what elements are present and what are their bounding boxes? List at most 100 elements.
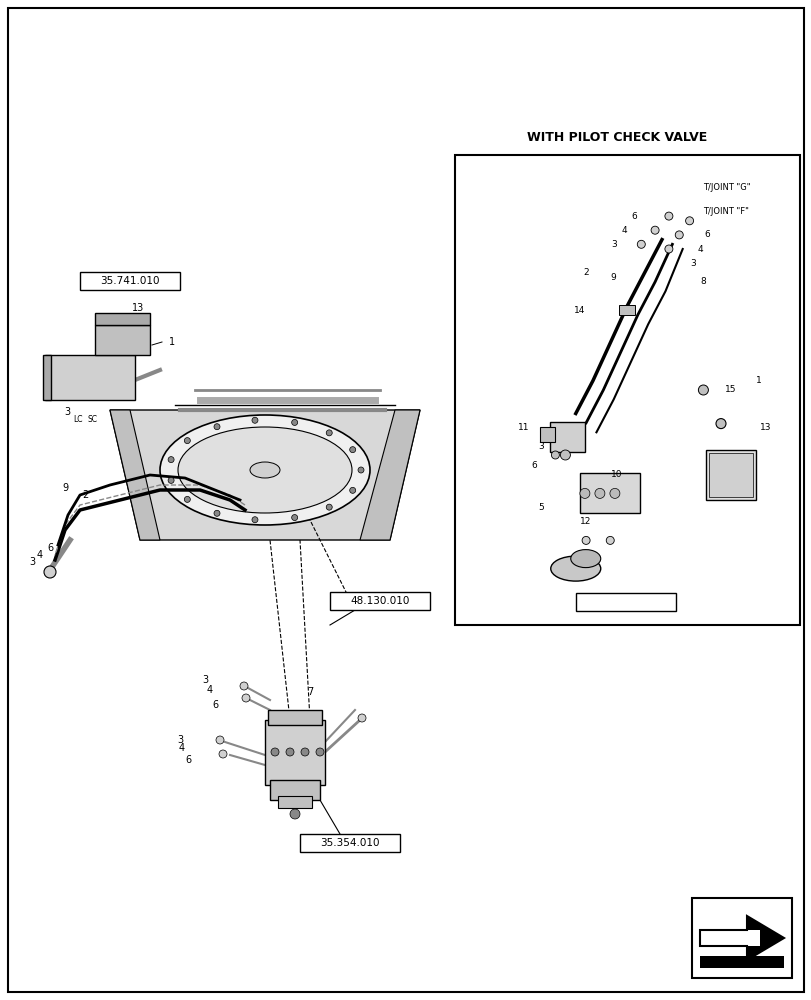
Text: 4: 4 (178, 743, 185, 753)
Bar (80, 272, 180, 290)
Circle shape (214, 424, 220, 430)
Text: 14: 14 (573, 306, 584, 315)
Text: 8: 8 (700, 277, 706, 286)
Text: 15: 15 (724, 385, 736, 394)
Circle shape (350, 487, 355, 493)
Text: T/JOINT "G": T/JOINT "G" (702, 183, 750, 192)
Circle shape (251, 417, 258, 423)
Text: 35.354.010: 35.354.010 (320, 838, 380, 848)
Circle shape (697, 385, 707, 395)
Polygon shape (699, 916, 783, 960)
Polygon shape (109, 410, 419, 540)
Bar (264, 720, 324, 785)
Bar (277, 796, 311, 808)
Bar (270, 780, 320, 800)
Text: 2: 2 (82, 490, 88, 500)
Polygon shape (746, 916, 783, 960)
Circle shape (291, 419, 298, 425)
Bar (691, 898, 791, 978)
Text: 1: 1 (169, 337, 175, 347)
Text: 5: 5 (538, 503, 543, 512)
Circle shape (242, 694, 250, 702)
Text: 12: 12 (580, 517, 591, 526)
Ellipse shape (178, 427, 351, 513)
Text: 4: 4 (620, 226, 626, 235)
Circle shape (219, 750, 227, 758)
Polygon shape (359, 410, 419, 540)
Circle shape (650, 226, 659, 234)
Circle shape (358, 467, 363, 473)
Bar (43, 355, 51, 400)
Text: 4: 4 (697, 244, 702, 253)
Circle shape (271, 748, 279, 756)
Ellipse shape (570, 550, 600, 568)
Bar (329, 592, 430, 610)
Circle shape (301, 748, 309, 756)
Circle shape (664, 245, 672, 253)
Circle shape (214, 510, 220, 516)
Text: 3: 3 (29, 557, 35, 567)
Text: 2: 2 (582, 268, 588, 277)
Text: 3: 3 (177, 735, 182, 745)
Circle shape (637, 240, 645, 248)
Circle shape (664, 212, 672, 220)
Ellipse shape (250, 462, 280, 478)
Circle shape (240, 682, 247, 690)
Bar (699, 956, 783, 968)
Circle shape (290, 809, 299, 819)
Circle shape (285, 748, 294, 756)
Circle shape (184, 496, 190, 502)
Text: 6: 6 (531, 461, 537, 470)
Circle shape (350, 447, 355, 453)
Text: WITH PILOT CHECK VALVE: WITH PILOT CHECK VALVE (526, 131, 706, 144)
Polygon shape (109, 410, 160, 540)
Circle shape (675, 231, 682, 239)
Text: 4: 4 (36, 550, 43, 560)
Text: 35.741.020: 35.741.020 (595, 597, 654, 607)
Text: 6: 6 (703, 230, 709, 239)
Text: 6: 6 (212, 700, 218, 710)
Circle shape (606, 536, 613, 544)
Text: 35.741.010: 35.741.010 (100, 276, 160, 286)
Bar (268, 710, 322, 725)
Circle shape (684, 217, 693, 225)
Text: 9: 9 (62, 483, 68, 493)
Text: T/JOINT "F": T/JOINT "F" (702, 207, 749, 216)
Circle shape (551, 451, 559, 459)
Text: 3: 3 (610, 240, 616, 249)
Circle shape (594, 488, 604, 498)
Text: 6: 6 (631, 212, 637, 221)
Text: 3: 3 (538, 442, 543, 451)
Text: 6: 6 (185, 755, 191, 765)
Text: 6: 6 (47, 543, 53, 553)
Circle shape (251, 517, 258, 523)
Text: 7: 7 (307, 687, 313, 697)
Bar (95, 325, 150, 355)
Circle shape (291, 515, 298, 521)
Text: 9: 9 (610, 273, 616, 282)
Bar (579, 473, 639, 513)
Circle shape (326, 430, 332, 436)
Bar (45, 355, 135, 400)
Bar (575, 593, 675, 611)
Circle shape (560, 450, 569, 460)
Bar (550, 422, 585, 452)
Circle shape (326, 504, 332, 510)
Circle shape (581, 536, 590, 544)
Ellipse shape (550, 556, 600, 581)
Bar (299, 834, 400, 852)
Text: SC: SC (88, 416, 98, 424)
Text: 11: 11 (517, 423, 529, 432)
Text: 3: 3 (202, 675, 208, 685)
Circle shape (184, 438, 190, 444)
Circle shape (579, 488, 589, 498)
Text: 3: 3 (689, 259, 695, 268)
Ellipse shape (160, 415, 370, 525)
Text: 13: 13 (131, 303, 144, 313)
Bar (95, 313, 150, 325)
Bar (619, 305, 635, 315)
Circle shape (315, 748, 324, 756)
Circle shape (715, 419, 725, 429)
Bar (540, 427, 555, 442)
Circle shape (168, 457, 174, 463)
